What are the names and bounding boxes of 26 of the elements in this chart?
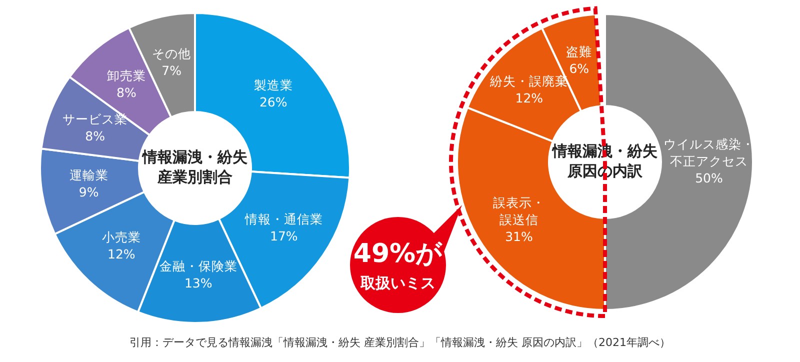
data-label: 8% <box>85 128 106 144</box>
slice-label: 運輸業 <box>69 168 108 183</box>
data-label: 9% <box>78 184 99 200</box>
data-label: 12% <box>515 90 544 106</box>
slice-label: 製造業 <box>254 77 293 92</box>
data-label: 8% <box>116 85 137 100</box>
slice-label: ウイルス感染・不正アクセス <box>664 136 754 168</box>
text: 引用：データで見る情報漏洩「情報漏洩・紛失 産業別割合」「情報漏洩・紛失 原因の内訳」（2021年調べ） <box>130 336 670 350</box>
slice-label: 盗難 <box>566 44 592 60</box>
text: 情報漏洩・紛失産業別割合 <box>142 148 248 186</box>
data-label: 31% <box>505 228 533 244</box>
data-label: 6% <box>569 61 590 76</box>
data-label: 13% <box>184 275 212 290</box>
slice-label: 紛失・誤廃棄 <box>489 74 568 89</box>
data-label: 50% <box>695 170 724 186</box>
slice-label: 誤表示・誤送信 <box>492 194 545 227</box>
slice-label: 情報・通信業 <box>244 211 323 226</box>
slice-label: 卸売業 <box>106 68 146 84</box>
data-label: 26% <box>259 94 288 110</box>
slice-label: その他 <box>152 46 192 62</box>
slice-label: 小売業 <box>102 229 141 244</box>
data-label: 12% <box>108 246 136 262</box>
text: 49%が取扱いミス <box>353 239 444 292</box>
data-label: 17% <box>270 228 298 244</box>
slice-label: 金融・保険業 <box>159 258 238 274</box>
data-label: 7% <box>162 63 182 78</box>
